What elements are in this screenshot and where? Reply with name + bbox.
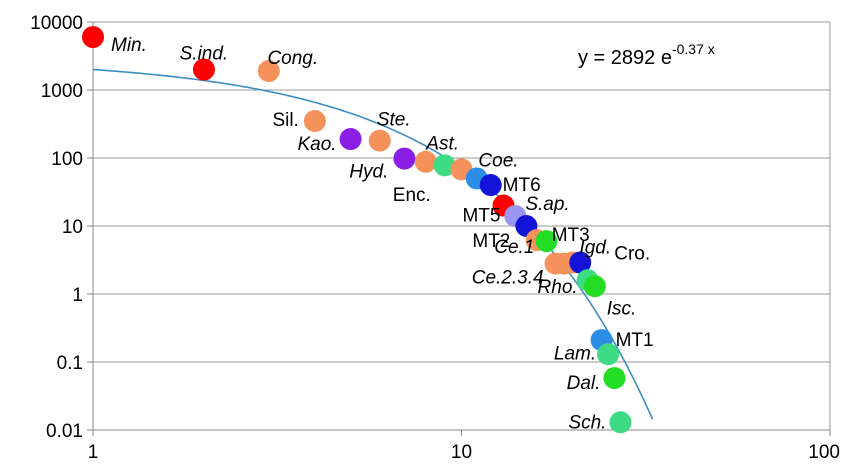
data-point	[609, 411, 632, 434]
point-label: MT1	[616, 330, 654, 351]
point-label: Lam.	[554, 343, 596, 364]
point-label: MT3	[552, 225, 590, 246]
data-point	[603, 367, 626, 390]
point-label: Ste.	[377, 110, 411, 131]
y-tick-label: 100	[51, 149, 83, 170]
trendline-equation: y = 2892 e-0.37 x	[578, 41, 715, 69]
equation-prefix: y = 2892 e	[578, 47, 672, 69]
grid-lines	[93, 21, 830, 363]
data-point	[192, 58, 215, 81]
x-tick-label: 10	[451, 442, 472, 463]
data-point	[368, 129, 391, 152]
data-point	[597, 343, 620, 366]
point-label: S.ind.	[180, 44, 229, 65]
y-tick-label: 1000	[41, 81, 83, 102]
axes	[87, 21, 831, 436]
point-label: Kao.	[297, 134, 336, 155]
data-point	[414, 150, 437, 173]
data-point	[303, 110, 326, 133]
point-label: Rho.	[538, 277, 578, 298]
point-label: Cro.	[614, 244, 650, 265]
data-point	[535, 230, 558, 253]
x-tick-label: 1	[88, 442, 99, 463]
point-label: Ast.	[425, 133, 459, 154]
y-tick-label: 0.01	[46, 421, 83, 442]
point-label: Sch.	[568, 412, 606, 433]
point-label: Isc.	[607, 298, 637, 319]
data-points	[82, 26, 632, 434]
point-label: Dal.	[567, 373, 601, 394]
point-label: S.ap.	[525, 194, 569, 215]
point-label: Enc.	[393, 185, 431, 206]
data-point	[82, 26, 104, 49]
point-label: Ce.1	[494, 237, 534, 258]
data-point	[479, 174, 502, 197]
point-label: MT5	[462, 206, 500, 227]
y-tick-label: 0.1	[57, 353, 83, 374]
equation-exponent: -0.37 x	[672, 41, 715, 57]
data-point	[257, 60, 280, 83]
point-label: MT2	[472, 231, 510, 252]
data-point	[569, 251, 592, 274]
point-label: Cong.	[267, 48, 318, 69]
point-label: Hyd.	[349, 162, 388, 183]
data-point	[583, 275, 606, 298]
x-tick-label: 100	[808, 442, 840, 463]
point-label: MT6	[503, 175, 541, 196]
data-point	[393, 147, 416, 170]
y-tick-label: 10000	[30, 13, 83, 34]
tick-labels: 0.01 0.1 1 10 100 1000 10000 1 10 100	[30, 13, 840, 463]
point-label: Coe.	[478, 150, 518, 171]
y-tick-label: 1	[72, 285, 83, 306]
y-tick-label: 10	[62, 217, 83, 238]
point-label: Min.	[111, 35, 147, 56]
point-label: Sil.	[272, 110, 298, 131]
point-labels: Min. S.ind. Cong. Sil. Kao. Ste. Hyd.Enc. Ast. C…	[111, 35, 654, 433]
point-label: Ce.2.3.4	[472, 268, 544, 289]
data-point	[433, 154, 456, 177]
data-point	[339, 128, 362, 151]
point-label: Igd.	[579, 238, 611, 259]
